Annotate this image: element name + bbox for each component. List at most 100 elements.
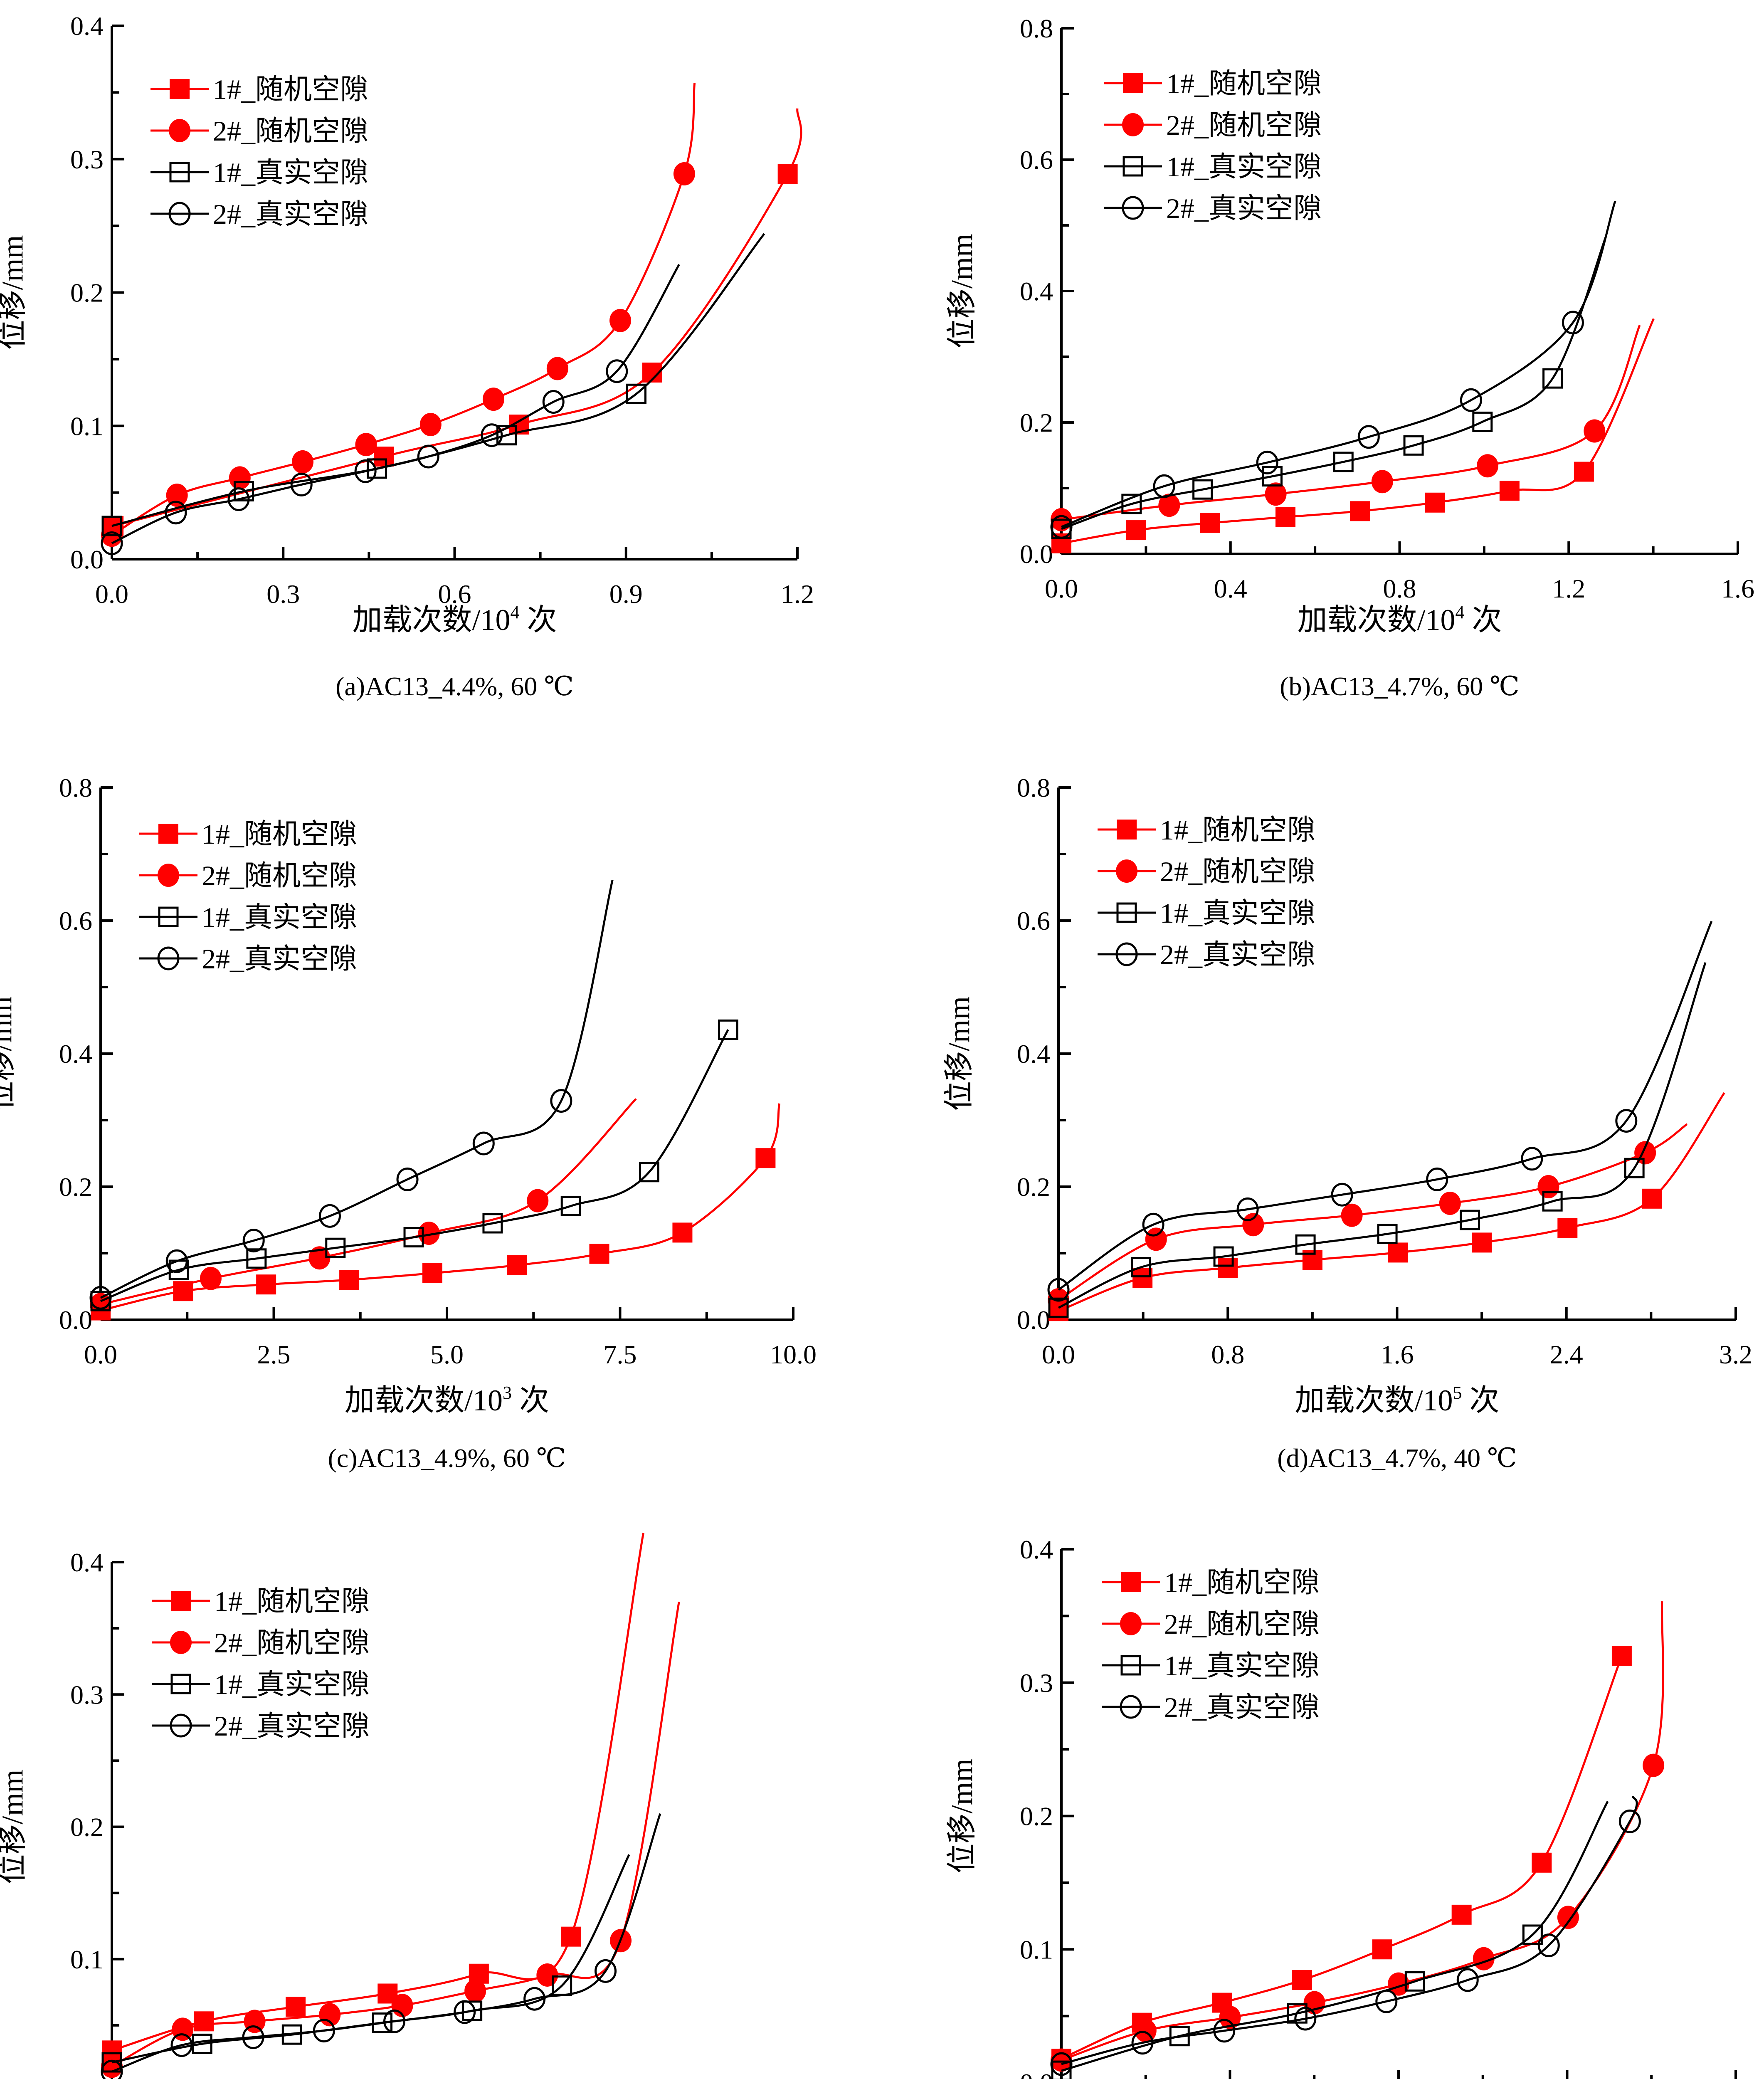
data-point xyxy=(1158,494,1180,517)
legend-label: 1#_随机空隙 xyxy=(1166,68,1322,99)
data-point xyxy=(1265,482,1287,506)
data-point xyxy=(1532,1852,1552,1873)
data-point xyxy=(1562,311,1584,335)
y-tick-label: 0.4 xyxy=(1017,1039,1050,1069)
data-point xyxy=(1121,494,1142,514)
legend-item: 1#_随机空隙 xyxy=(152,1585,370,1617)
y-tick-label: 0.2 xyxy=(1020,1802,1053,1831)
data-point xyxy=(1213,2019,1236,2043)
legend-marker-icon xyxy=(158,906,179,927)
legend-marker-icon xyxy=(1121,1572,1141,1592)
legend-marker-icon xyxy=(1123,73,1143,93)
legend-marker-icon xyxy=(1120,1612,1142,1635)
series-4 xyxy=(89,879,614,1310)
data-point xyxy=(1537,1175,1559,1198)
x-axis-label-unit: 次 xyxy=(1462,1384,1500,1417)
legend-label: 1#_真实空隙 xyxy=(1160,897,1315,929)
y-axis-label: 位移/mm xyxy=(945,234,979,348)
legend-label: 1#_真实空隙 xyxy=(202,901,357,933)
data-point xyxy=(1213,1246,1234,1267)
data-point xyxy=(422,1263,443,1283)
x-tick-label: 1.2 xyxy=(1552,574,1585,603)
series-line xyxy=(100,1103,781,1312)
data-point xyxy=(673,162,695,186)
x-tick-label: 7.5 xyxy=(604,1340,637,1369)
data-point xyxy=(718,1019,738,1040)
y-tick-label: 0.0 xyxy=(1020,2068,1053,2079)
legend: 1#_随机空隙 2#_随机空隙 1#_真实空隙 2#_真实空隙 xyxy=(1102,1567,1320,1723)
x-axis-label-exponent: 3 xyxy=(503,1383,512,1403)
legend-label: 1#_随机空隙 xyxy=(213,74,368,105)
data-point xyxy=(166,484,188,507)
data-point xyxy=(1499,481,1520,501)
y-tick-label: 0.0 xyxy=(1020,539,1053,569)
data-point xyxy=(546,357,568,380)
data-point xyxy=(417,444,439,469)
y-tick-label: 0.4 xyxy=(59,1039,92,1069)
legend-marker-icon xyxy=(1122,113,1144,136)
legend-item: 2#_真实空隙 xyxy=(139,943,357,975)
series-3 xyxy=(90,1019,738,1311)
legend-marker-icon xyxy=(1116,902,1137,923)
y-tick-label: 0.2 xyxy=(70,1812,104,1842)
legend-marker-icon xyxy=(158,824,178,844)
legend-item: 2#_随机空隙 xyxy=(1098,856,1315,887)
data-point xyxy=(1142,1212,1164,1237)
x-tick-label: 0.0 xyxy=(1042,1340,1075,1369)
legend-item: 1#_随机空隙 xyxy=(1104,68,1322,99)
series-line xyxy=(111,1602,680,2067)
data-point xyxy=(396,1167,419,1191)
legend-marker-icon xyxy=(158,864,179,887)
y-tick-label: 0.6 xyxy=(1020,145,1053,175)
data-point xyxy=(229,466,251,490)
x-tick-label: 3.2 xyxy=(1719,1340,1752,1369)
legend-item: 1#_真实空隙 xyxy=(1102,1650,1320,1681)
chart-panel-e: 0.00.71.42.12.80.00.10.20.30.4位移/mm加载次数/… xyxy=(0,1533,680,2079)
data-point xyxy=(1426,1167,1448,1191)
x-tick-label: 0.6 xyxy=(438,579,471,609)
x-tick-label: 1.2 xyxy=(781,579,814,609)
legend-marker-icon xyxy=(169,162,190,183)
legend-label: 1#_随机空隙 xyxy=(202,818,357,850)
legend-item: 1#_真实空隙 xyxy=(1098,897,1315,929)
y-tick-label: 0.0 xyxy=(70,2077,104,2079)
legend: 1#_随机空隙 2#_随机空隙 1#_真实空隙 2#_真实空隙 xyxy=(152,1585,370,1742)
x-tick-label: 1.6 xyxy=(1721,574,1754,603)
series-4 xyxy=(1050,200,1616,539)
data-point xyxy=(1294,2007,1317,2031)
legend-item: 1#_随机空隙 xyxy=(1098,814,1315,846)
legend-label: 1#_真实空隙 xyxy=(214,1669,370,1700)
data-point xyxy=(1472,411,1493,432)
legend-label: 2#_真实空隙 xyxy=(1166,193,1322,224)
data-point xyxy=(536,1963,558,1987)
data-point xyxy=(1292,1970,1313,1990)
data-point xyxy=(1135,2019,1157,2042)
series-line xyxy=(113,108,802,527)
x-axis-label-base: 加载次数/10 xyxy=(345,1384,503,1417)
y-tick-label: 0.2 xyxy=(59,1172,92,1202)
legend-marker-icon xyxy=(1120,1655,1141,1676)
x-axis-label-exponent: 5 xyxy=(1453,1383,1462,1403)
data-point xyxy=(89,1286,112,1310)
data-point xyxy=(1472,1232,1492,1253)
data-point xyxy=(1236,1197,1259,1221)
series-line xyxy=(1061,1796,1638,2065)
data-point xyxy=(1287,2003,1308,2024)
data-point xyxy=(165,1249,188,1273)
legend-label: 1#_真实空隙 xyxy=(1166,151,1322,183)
legend-marker-icon xyxy=(157,946,180,970)
y-tick-label: 0.4 xyxy=(1020,277,1053,306)
series-2 xyxy=(1051,1601,1665,2072)
data-point xyxy=(313,2019,335,2043)
y-axis-label: 位移/mm xyxy=(942,996,976,1111)
data-point xyxy=(507,1255,527,1275)
series-line xyxy=(1058,962,1707,1309)
y-tick-label: 0.8 xyxy=(59,773,92,802)
series-4 xyxy=(101,1813,661,2079)
legend-marker-icon xyxy=(1117,820,1137,840)
legend-item: 2#_随机空隙 xyxy=(152,1627,370,1659)
data-point xyxy=(285,1997,306,2017)
data-point xyxy=(194,2011,214,2032)
legend-label: 2#_真实空隙 xyxy=(1160,939,1315,970)
